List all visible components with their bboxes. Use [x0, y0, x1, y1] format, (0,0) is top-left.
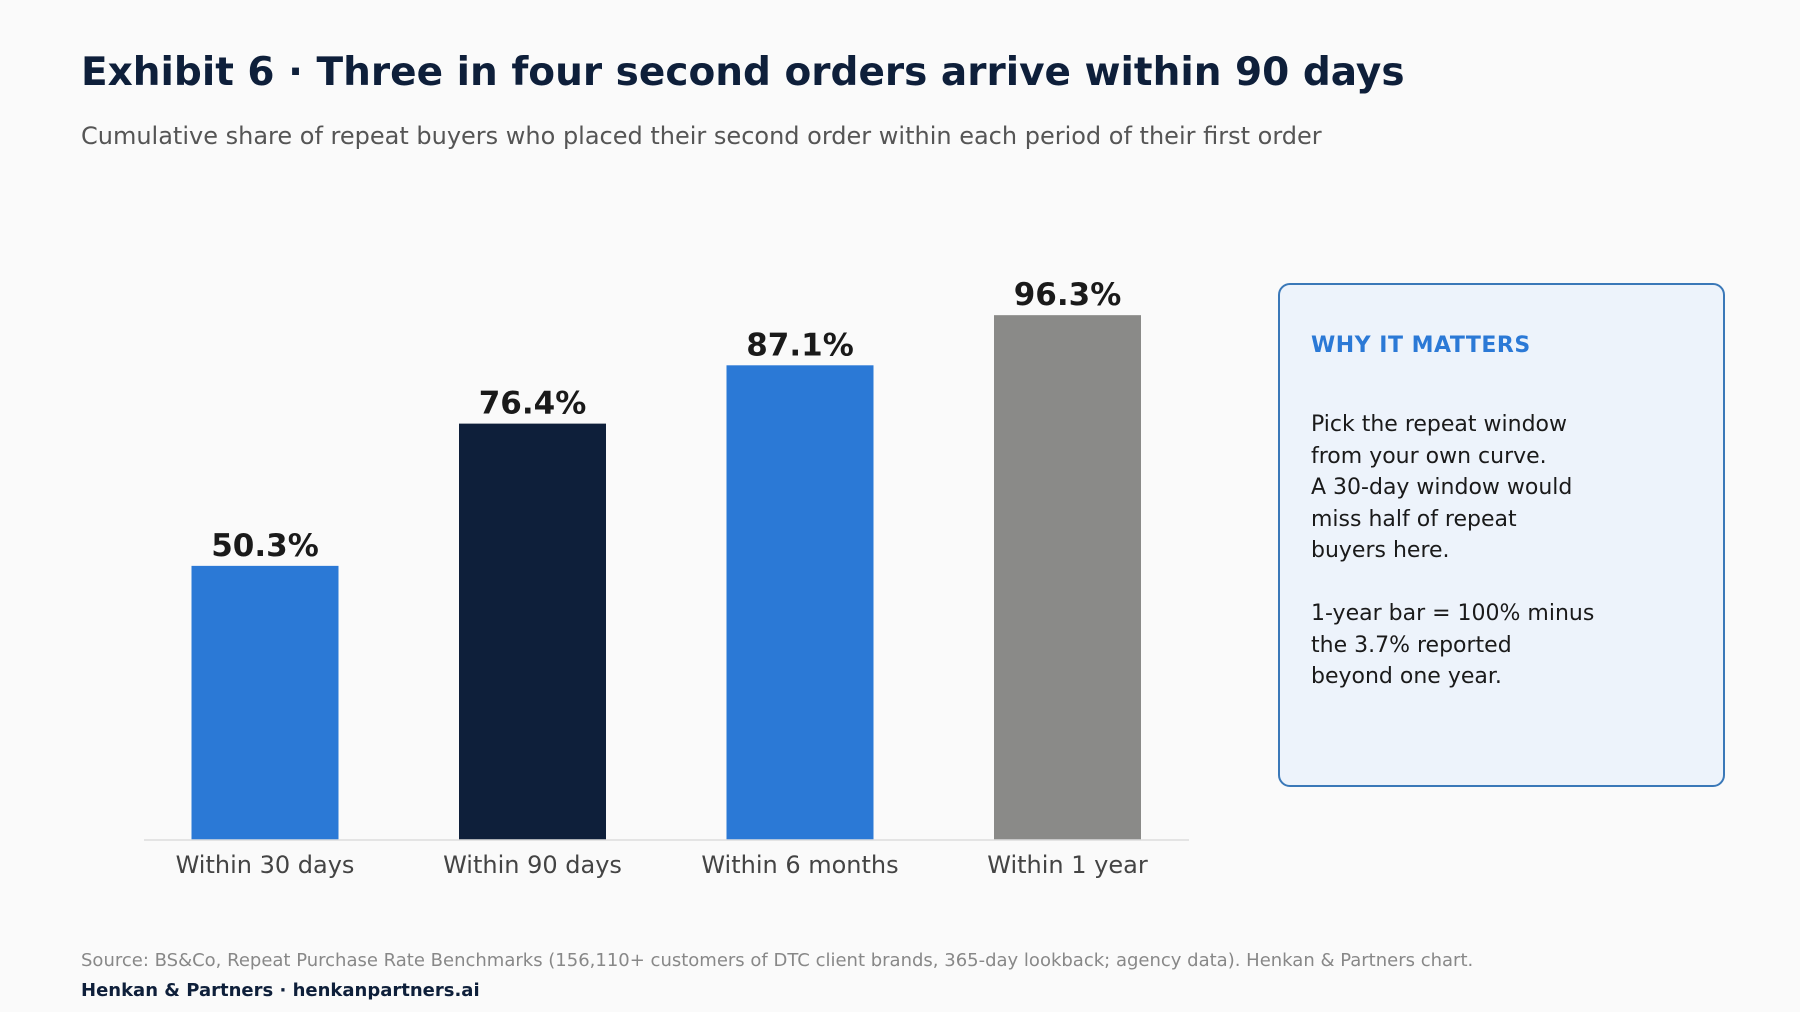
value-labels: 50.3% 76.4% 87.1% 96.3%	[211, 277, 1121, 564]
value-label: 96.3%	[1014, 277, 1122, 313]
callout-heading: WHY IT MATTERS	[1311, 333, 1531, 358]
value-label: 50.3%	[211, 528, 319, 564]
callout-line: 1-year bar = 100% minus	[1311, 601, 1595, 626]
bar-within-30-days	[191, 565, 339, 840]
callout-line: buyers here.	[1311, 538, 1450, 563]
brand-footer: Henkan & Partners · henkanpartners.ai	[81, 980, 480, 1001]
chart-subtitle: Cumulative share of repeat buyers who pl…	[81, 122, 1322, 150]
callout-line: beyond one year.	[1311, 664, 1502, 689]
callout-line: A 30-day window would	[1311, 475, 1573, 500]
source-note: Source: BS&Co, Repeat Purchase Rate Benc…	[81, 950, 1474, 971]
callout-line: the 3.7% reported	[1311, 632, 1512, 658]
bar-series	[191, 315, 1141, 840]
callout-body: Pick the repeat window from your own cur…	[1311, 409, 1701, 693]
callout-paragraph-gap	[1311, 567, 1701, 599]
x-tick-label: Within 1 year	[987, 851, 1148, 879]
value-label: 87.1%	[746, 327, 854, 363]
bar-within-90-days	[459, 423, 606, 840]
callout-line: miss half of repeat	[1311, 506, 1517, 532]
bar-chart: 50.3%76.4%87.1%96.3% Within 30 days Withi…	[144, 277, 1189, 879]
x-tick-label: Within 90 days	[443, 851, 622, 879]
chart-title: Exhibit 6 · Three in four second orders …	[81, 50, 1405, 95]
bar-within-1-year	[994, 315, 1141, 840]
x-tick-labels: Within 30 days Within 90 days Within 6 mon…	[176, 851, 1148, 879]
callout-line: from your own curve.	[1311, 443, 1547, 469]
x-tick-label: Within 30 days	[176, 851, 355, 879]
bar-within-6-months	[726, 365, 874, 840]
callout-line: Pick the repeat window	[1311, 412, 1567, 437]
why-it-matters-callout: WHY IT MATTERS Pick the repeat window fr…	[1278, 283, 1725, 787]
value-label: 76.4%	[479, 386, 587, 422]
x-tick-label: Within 6 months	[701, 851, 898, 879]
